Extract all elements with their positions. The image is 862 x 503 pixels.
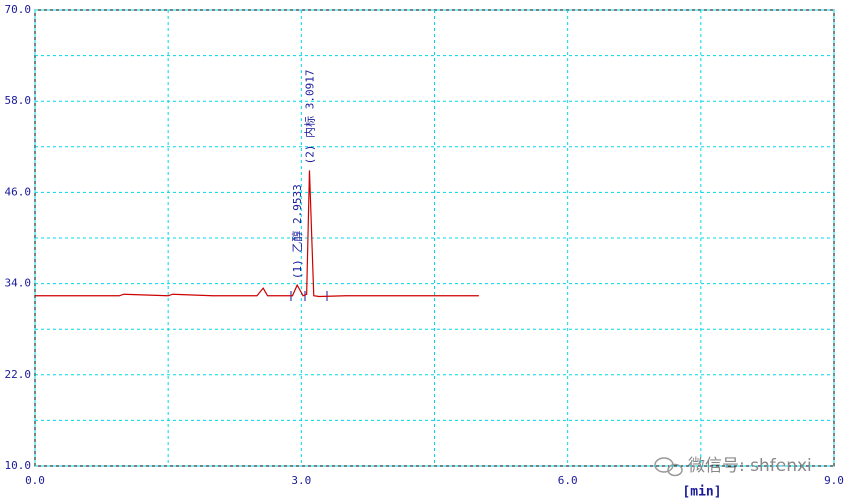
x-tick-label: 0.0 [25,474,45,487]
x-tick-label: 3.0 [291,474,311,487]
x-axis-label: [min] [682,485,721,500]
y-tick-label: 58.0 [5,94,32,107]
peak-annotation: (2) 内标 3.0917 [302,70,316,165]
y-tick-label: 46.0 [5,185,32,198]
y-tick-label: 22.0 [5,368,32,381]
x-tick-label: 6.0 [558,474,578,487]
line [35,170,479,298]
y-tick-label: 34.0 [5,277,32,290]
watermark-icon [654,457,683,477]
x-tick-label: 9.0 [824,474,844,487]
y-tick-label: 70.0 [5,3,32,16]
peak-annotation: (1) 乙醇 2.9533 [290,184,304,279]
y-tick-label: 10.0 [5,459,32,472]
